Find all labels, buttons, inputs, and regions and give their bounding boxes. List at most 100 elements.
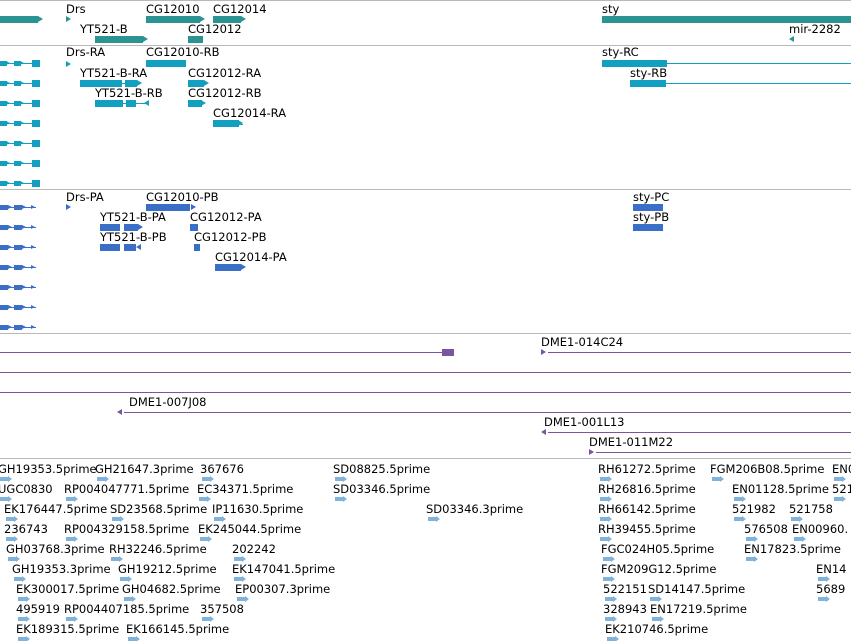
strand-arrow-icon[interactable] bbox=[201, 100, 206, 106]
exon-block[interactable] bbox=[0, 141, 7, 146]
feature-label-drs[interactable]: Drs bbox=[66, 2, 86, 16]
feature-label-5689[interactable]: 5689 bbox=[816, 582, 846, 596]
intron-line[interactable] bbox=[124, 412, 851, 413]
exon-block[interactable] bbox=[124, 244, 136, 251]
strand-arrow-icon[interactable] bbox=[31, 205, 35, 209]
gene-glyph[interactable] bbox=[0, 16, 38, 23]
feature-label-en14[interactable]: EN14 bbox=[816, 562, 847, 576]
est-glyph[interactable] bbox=[794, 537, 802, 541]
est-glyph[interactable] bbox=[335, 497, 343, 501]
strand-arrow-icon[interactable] bbox=[22, 576, 26, 582]
feature-label-en17219-5prime[interactable]: EN17219.5prime bbox=[650, 602, 747, 616]
strand-arrow-icon[interactable] bbox=[210, 476, 214, 482]
strand-arrow-icon[interactable] bbox=[20, 101, 24, 105]
strand-arrow-icon[interactable] bbox=[74, 616, 78, 622]
exon-block[interactable] bbox=[633, 224, 663, 231]
feature-label-dme1-011m22[interactable]: DME1-011M22 bbox=[589, 435, 674, 449]
feature-label-cg12014-pa[interactable]: CG12014-PA bbox=[215, 250, 287, 264]
exon-block[interactable] bbox=[14, 285, 22, 290]
feature-label-dme1-007j08[interactable]: DME1-007J08 bbox=[129, 395, 207, 409]
exon-block[interactable] bbox=[194, 244, 200, 251]
clone-end[interactable] bbox=[442, 349, 454, 356]
strand-arrow-icon[interactable] bbox=[22, 225, 26, 229]
est-glyph[interactable] bbox=[111, 557, 119, 561]
strand-arrow-icon[interactable] bbox=[789, 36, 794, 42]
exon-block[interactable] bbox=[0, 61, 7, 66]
strand-arrow-icon[interactable] bbox=[20, 161, 24, 165]
exon-block[interactable] bbox=[0, 121, 7, 126]
strand-arrow-icon[interactable] bbox=[26, 636, 30, 641]
strand-arrow-icon[interactable] bbox=[242, 576, 246, 582]
exon-block[interactable] bbox=[0, 161, 7, 166]
feature-label-dme1-001l13[interactable]: DME1-001L13 bbox=[544, 415, 625, 429]
strand-arrow-icon[interactable] bbox=[119, 556, 123, 562]
est-glyph[interactable] bbox=[0, 477, 8, 481]
exon-block[interactable] bbox=[0, 81, 7, 86]
strand-arrow-icon[interactable] bbox=[6, 181, 10, 185]
strand-arrow-icon[interactable] bbox=[238, 120, 243, 126]
intron-line[interactable] bbox=[667, 63, 851, 64]
strand-arrow-icon[interactable] bbox=[208, 536, 212, 542]
strand-arrow-icon[interactable] bbox=[210, 616, 214, 622]
strand-arrow-icon[interactable] bbox=[826, 576, 830, 582]
feature-label-cg12012-rb[interactable]: CG12012-RB bbox=[188, 86, 262, 100]
strand-arrow-icon[interactable] bbox=[241, 16, 246, 22]
feature-label-gh03768-3prime[interactable]: GH03768.3prime bbox=[6, 542, 105, 556]
strand-arrow-icon[interactable] bbox=[8, 245, 12, 249]
strand-arrow-icon[interactable] bbox=[26, 596, 30, 602]
est-glyph[interactable] bbox=[66, 617, 74, 621]
strand-arrow-icon[interactable] bbox=[66, 16, 71, 22]
exon-block[interactable] bbox=[0, 265, 8, 270]
feature-label-sty-pc[interactable]: sty-PC bbox=[633, 190, 670, 204]
feature-label-ek245044-5prime[interactable]: EK245044.5prime bbox=[198, 522, 302, 536]
feature-label-rp004329158-5prime[interactable]: RP004329158.5prime bbox=[64, 522, 190, 536]
gene-glyph[interactable] bbox=[188, 36, 203, 43]
strand-arrow-icon[interactable] bbox=[22, 305, 26, 309]
est-glyph[interactable] bbox=[14, 577, 22, 581]
feature-label-ek210746-5prime[interactable]: EK210746.5prime bbox=[605, 622, 709, 636]
est-glyph[interactable] bbox=[6, 537, 14, 541]
feature-label-yt521-b-rb[interactable]: YT521-B-RB bbox=[95, 86, 163, 100]
strand-arrow-icon[interactable] bbox=[144, 100, 149, 106]
feature-label-rh26816-5prime[interactable]: RH26816.5prime bbox=[598, 482, 696, 496]
feature-label-rh39455-5prime[interactable]: RH39455.5prime bbox=[598, 522, 696, 536]
exon-block[interactable] bbox=[630, 80, 666, 87]
exon-block[interactable] bbox=[188, 80, 204, 87]
strand-arrow-icon[interactable] bbox=[842, 476, 846, 482]
strand-arrow-icon[interactable] bbox=[660, 616, 664, 622]
feature-label-ugc0830[interactable]: UGC0830 bbox=[0, 482, 53, 496]
feature-label-en01128-5prime[interactable]: EN01128.5prime bbox=[732, 482, 829, 496]
exon-block[interactable] bbox=[0, 305, 8, 310]
est-glyph[interactable] bbox=[234, 557, 242, 561]
est-glyph[interactable] bbox=[834, 497, 842, 501]
est-glyph[interactable] bbox=[734, 517, 742, 521]
est-glyph[interactable] bbox=[652, 617, 660, 621]
clone-line[interactable] bbox=[0, 372, 851, 373]
est-glyph[interactable] bbox=[112, 517, 120, 521]
strand-arrow-icon[interactable] bbox=[204, 80, 209, 86]
gene-glyph[interactable] bbox=[213, 16, 241, 23]
strand-arrow-icon[interactable] bbox=[589, 449, 594, 455]
exon-block[interactable] bbox=[14, 101, 21, 106]
feature-label-sty-rb[interactable]: sty-RB bbox=[630, 66, 668, 80]
exon-block[interactable] bbox=[0, 101, 7, 106]
est-glyph[interactable] bbox=[18, 617, 26, 621]
strand-arrow-icon[interactable] bbox=[16, 556, 20, 562]
feature-label-sd03346-3prime[interactable]: SD03346.3prime bbox=[426, 502, 524, 516]
feature-label-gh04682-5prime[interactable]: GH04682.5prime bbox=[122, 582, 221, 596]
est-glyph[interactable] bbox=[746, 537, 754, 541]
strand-arrow-icon[interactable] bbox=[26, 616, 30, 622]
feature-label-rp004407185-5prime[interactable]: RP004407185.5prime bbox=[64, 602, 190, 616]
strand-arrow-icon[interactable] bbox=[754, 536, 758, 542]
feature-label-576508[interactable]: 576508 bbox=[744, 522, 788, 536]
est-glyph[interactable] bbox=[746, 557, 754, 561]
est-glyph[interactable] bbox=[214, 517, 222, 521]
feature-label-521758[interactable]: 521758 bbox=[789, 502, 833, 516]
feature-label-ep00307-3prime[interactable]: EP00307.3prime bbox=[235, 582, 331, 596]
strand-arrow-icon[interactable] bbox=[22, 265, 26, 269]
strand-arrow-icon[interactable] bbox=[826, 596, 830, 602]
exon-block[interactable] bbox=[100, 224, 120, 231]
est-glyph[interactable] bbox=[600, 497, 608, 501]
strand-arrow-icon[interactable] bbox=[22, 325, 26, 329]
strand-arrow-icon[interactable] bbox=[191, 204, 196, 210]
